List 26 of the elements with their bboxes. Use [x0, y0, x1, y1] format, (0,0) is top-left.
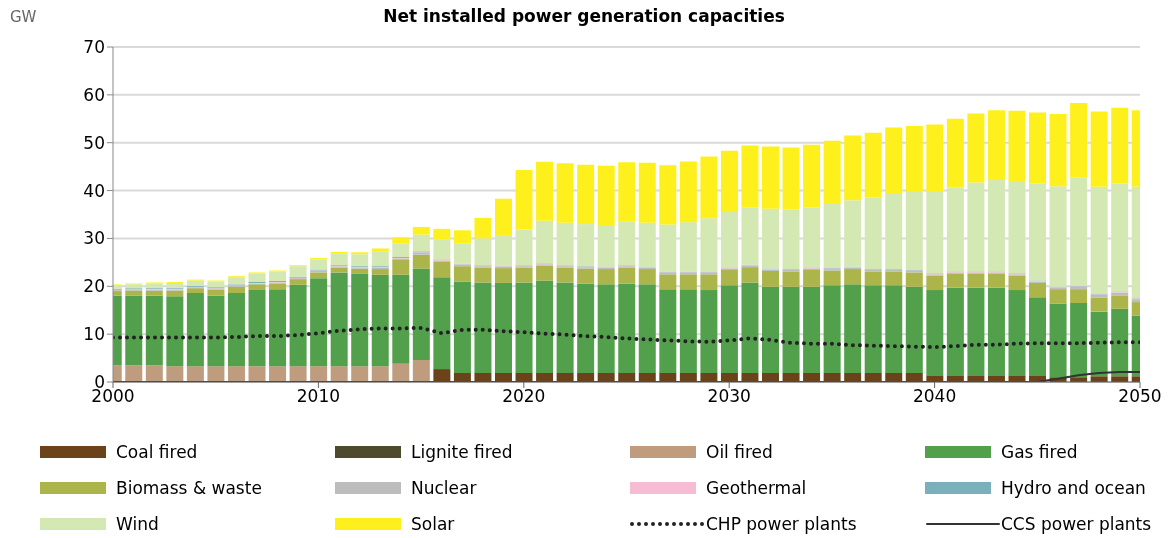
legend-label: Oil fired: [706, 442, 773, 462]
y-tick-label: 70: [83, 37, 105, 58]
legend-label: Biomass & waste: [116, 478, 262, 498]
legend-label: Wind: [116, 514, 159, 534]
legend-label: Lignite fired: [411, 442, 513, 462]
x-tick-label: 2020: [502, 386, 546, 407]
legend-label: Geothermal: [706, 478, 807, 498]
x-tick-label: 2050: [1118, 386, 1162, 407]
y-axis-title: GW: [10, 8, 37, 26]
x-tick-label: 2030: [707, 386, 751, 407]
legend-label: Hydro and ocean: [1001, 478, 1146, 498]
y-tick-label: 60: [83, 84, 105, 105]
y-tick-label: 20: [83, 276, 105, 297]
legend-label: Nuclear: [411, 478, 477, 498]
y-tick-label: 30: [83, 228, 105, 249]
legend-label: Coal fired: [116, 442, 198, 462]
y-tick-label: 40: [83, 180, 105, 201]
legend-label: Gas fired: [1001, 442, 1078, 462]
x-tick-label: 2010: [296, 386, 341, 407]
x-tick-label: 2040: [912, 386, 957, 407]
legend-label: CHP power plants: [706, 514, 857, 534]
y-tick-label: 50: [83, 132, 105, 153]
chart-title: Net installed power generation capacities: [383, 6, 785, 26]
legend-label: Solar: [411, 514, 455, 534]
y-tick-label: 10: [83, 324, 105, 345]
legend-label: CCS power plants: [1001, 514, 1152, 534]
